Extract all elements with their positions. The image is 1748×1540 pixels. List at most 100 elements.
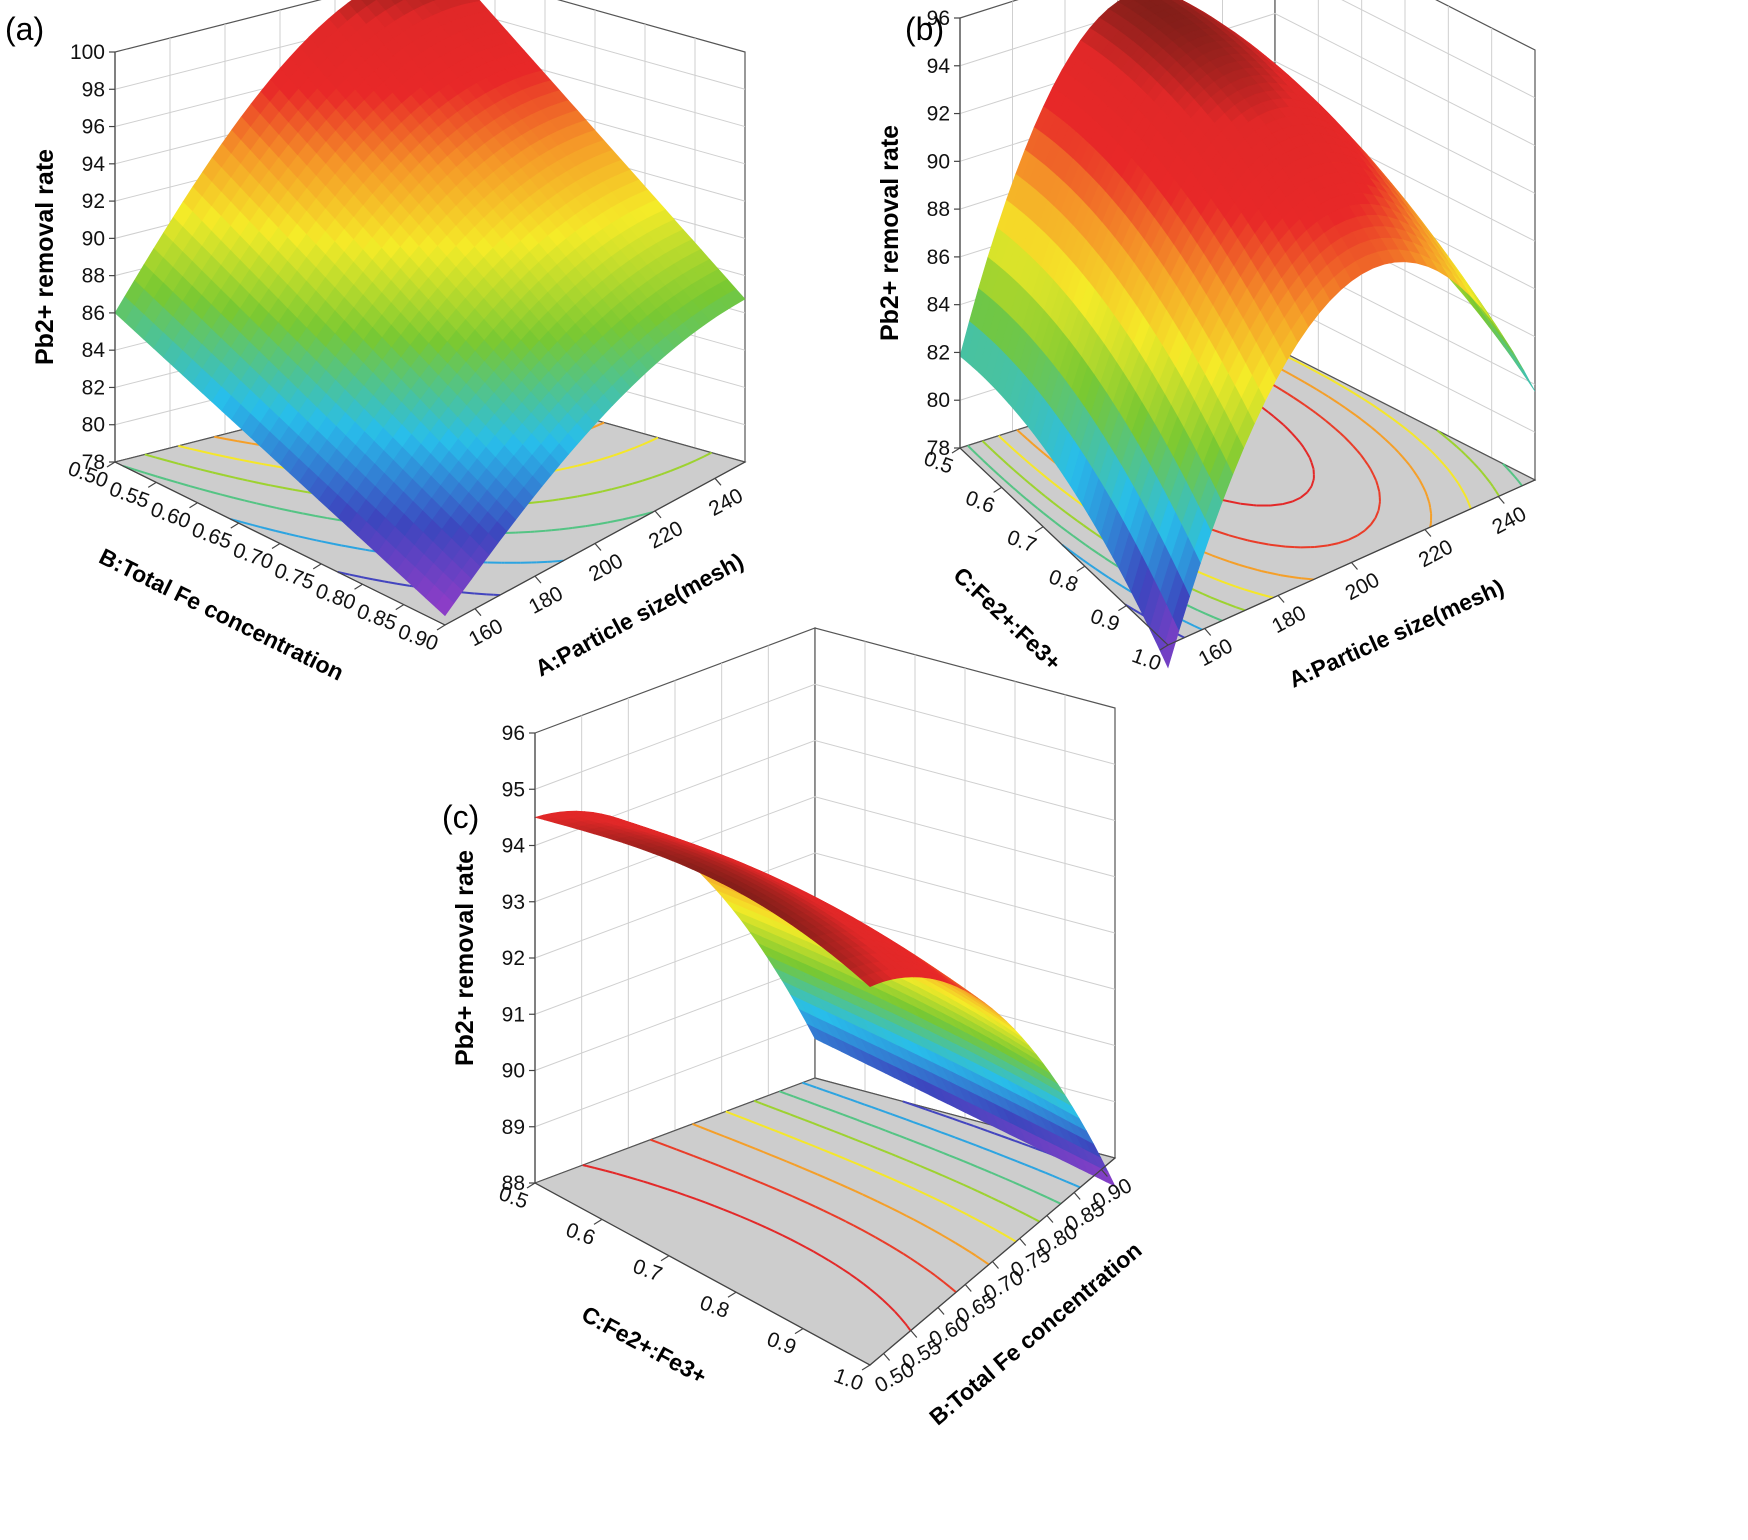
floor-contour-segment bbox=[670, 466, 680, 472]
floor-contour-segment bbox=[555, 467, 568, 472]
z-tick-label: 92 bbox=[82, 190, 105, 213]
floor-contour-segment bbox=[1377, 503, 1381, 511]
floor-contour-segment bbox=[552, 498, 559, 502]
floor-contour-segment bbox=[610, 518, 623, 523]
x-tick-mark bbox=[910, 1330, 918, 1338]
floor-contour-segment bbox=[298, 535, 311, 540]
y-tick-label: 1.0 bbox=[831, 1364, 866, 1396]
x-tick-label: 240 bbox=[705, 484, 747, 521]
floor-contour-segment bbox=[621, 483, 630, 488]
floor-contour-segment bbox=[166, 478, 178, 484]
floor-contour-segment bbox=[582, 1164, 588, 1167]
floor-contour-segment bbox=[372, 578, 386, 583]
floor-contour-segment bbox=[246, 479, 260, 484]
floor-contour-segment bbox=[1369, 468, 1372, 471]
floor-contour-segment bbox=[155, 475, 158, 478]
y-tick-label: 0.9 bbox=[1087, 605, 1122, 637]
y-tick-label: 0.55 bbox=[106, 477, 152, 513]
y-tick-mark bbox=[1034, 526, 1044, 533]
floor-contour-segment bbox=[966, 1213, 969, 1216]
floor-contour-segment bbox=[545, 529, 552, 532]
floor-contour-segment bbox=[612, 1171, 617, 1175]
y-tick-mark bbox=[395, 604, 405, 611]
floor-contour-segment bbox=[221, 493, 234, 499]
floor-contour-segment bbox=[341, 544, 346, 548]
floor-contour-segment bbox=[1364, 528, 1367, 532]
y-tick-label: 0.8 bbox=[697, 1291, 732, 1323]
y-tick-mark bbox=[727, 1291, 737, 1298]
floor-contour-segment bbox=[613, 453, 618, 457]
floor-contour-segment bbox=[187, 447, 191, 450]
x-tick-mark bbox=[1424, 529, 1432, 537]
floor-contour-segment bbox=[384, 580, 389, 584]
floor-contour-segment bbox=[1407, 429, 1411, 434]
floor-contour-segment bbox=[1465, 496, 1468, 499]
floor-contour-segment bbox=[1282, 423, 1286, 428]
floor-contour-segment bbox=[625, 447, 635, 453]
floor-contour-segment bbox=[309, 537, 317, 542]
floor-contour-segment bbox=[1285, 545, 1295, 549]
x-tick-mark bbox=[883, 1353, 891, 1361]
z-tick-label: 80 bbox=[927, 389, 950, 412]
floor-contour-segment bbox=[551, 528, 560, 532]
floor-contour-segment bbox=[1375, 480, 1379, 487]
floor-contour-segment bbox=[1289, 575, 1300, 580]
y-tick-mark bbox=[1076, 565, 1086, 572]
floor-contour-segment bbox=[651, 473, 662, 479]
floor-contour-segment bbox=[607, 520, 611, 524]
x-tick-mark bbox=[992, 1261, 999, 1269]
floor-contour-segment bbox=[901, 1182, 905, 1186]
floor-contour-segment bbox=[856, 1118, 860, 1122]
z-tick-label: 88 bbox=[927, 198, 950, 221]
floor-contour-segment bbox=[684, 1194, 688, 1197]
floor-contour-segment bbox=[1429, 507, 1433, 514]
floor-contour-segment bbox=[596, 421, 605, 427]
floor-contour-segment bbox=[895, 1154, 900, 1159]
panel-a-label: (a) bbox=[5, 11, 44, 47]
floor-contour-segment bbox=[588, 490, 601, 496]
response-surface bbox=[114, 0, 746, 617]
z-tick-label: 80 bbox=[82, 414, 105, 437]
x-tick-mark bbox=[1073, 1192, 1081, 1200]
y-tick-mark bbox=[147, 481, 157, 488]
x-tick-mark bbox=[1277, 595, 1285, 603]
x-tick-label: 220 bbox=[1415, 535, 1457, 572]
y-tick-label: 0.7 bbox=[1004, 526, 1039, 558]
floor-contour-segment bbox=[904, 1323, 908, 1327]
x-tick-mark bbox=[714, 477, 722, 486]
floor-contour-segment bbox=[365, 548, 370, 552]
floor-contour-segment bbox=[1299, 441, 1303, 446]
floor-contour-segment bbox=[633, 513, 646, 518]
floor-contour-segment bbox=[256, 502, 269, 507]
floor-contour-segment bbox=[559, 527, 570, 531]
z-tick-label: 84 bbox=[82, 339, 106, 362]
floor-contour-segment bbox=[388, 581, 398, 585]
y-axis-title: B:Total Fe concentration bbox=[95, 543, 348, 686]
floor-contour-segment bbox=[558, 497, 566, 501]
z-tick-label: 93 bbox=[502, 891, 525, 914]
floor-contour-segment bbox=[539, 499, 553, 503]
floor-contour-segment bbox=[201, 450, 214, 456]
x-axis-title: A:Particle size(mesh) bbox=[531, 548, 748, 682]
floor-contour-segment bbox=[187, 465, 190, 468]
floor-contour-segment bbox=[611, 485, 623, 491]
x-tick-mark bbox=[654, 510, 662, 519]
floor-contour-segment bbox=[133, 468, 146, 474]
floor-contour-segment bbox=[566, 464, 578, 470]
y-tick-mark bbox=[106, 461, 116, 468]
floor-contour-segment bbox=[969, 1186, 972, 1190]
y-tick-label: 0.7 bbox=[630, 1255, 665, 1287]
y-tick-mark bbox=[593, 1218, 603, 1225]
floor-contour-segment bbox=[286, 532, 290, 536]
floor-contour-segment bbox=[302, 512, 316, 517]
floor-contour-segment bbox=[578, 493, 590, 498]
y-tick-label: 0.75 bbox=[271, 559, 317, 595]
floor-contour-segment bbox=[1240, 587, 1245, 591]
y-tick-label: 0.80 bbox=[312, 579, 358, 615]
x-tick-label: 220 bbox=[645, 517, 687, 554]
y-tick-label: 0.65 bbox=[189, 518, 235, 554]
floor-contour-segment bbox=[224, 455, 238, 461]
floor-contour-segment bbox=[200, 468, 213, 474]
